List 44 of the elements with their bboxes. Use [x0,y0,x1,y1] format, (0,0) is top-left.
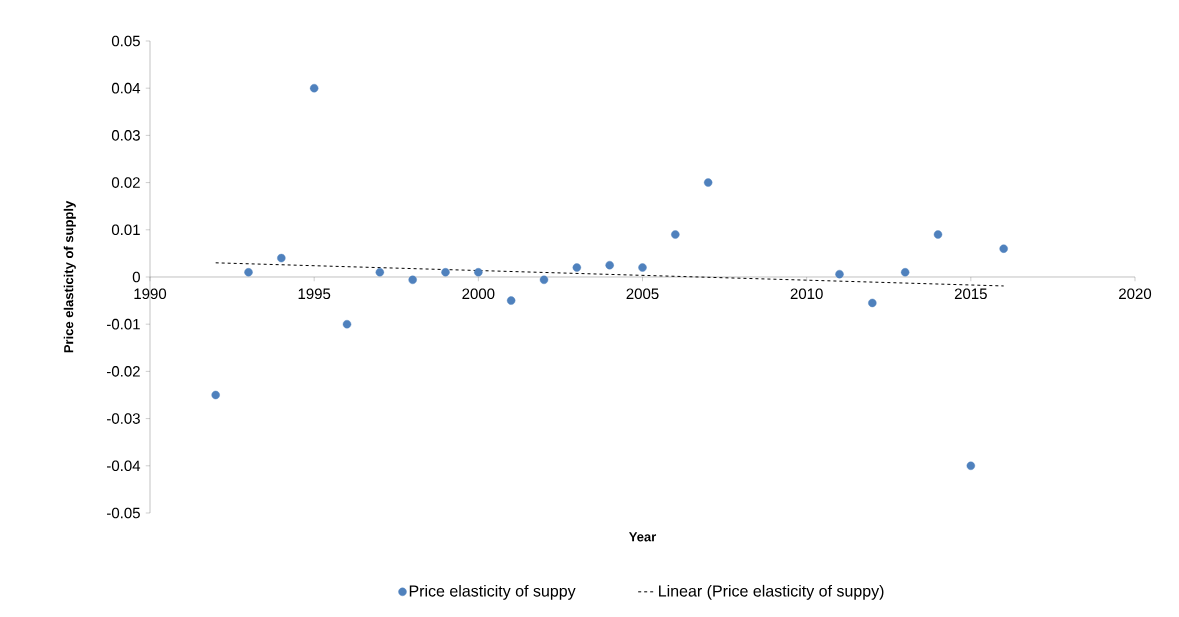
y-tick-label: 0.04 [111,82,141,94]
x-tick-label: 1995 [298,288,331,300]
x-axis-title: Year [628,532,657,542]
point [835,269,844,279]
point [868,298,877,308]
y-tick-label: 0.02 [111,177,140,188]
x-tick-label: 2000 [462,288,495,300]
x-tick-label: 2005 [626,288,659,300]
point [539,275,549,285]
point [441,268,450,277]
y-tick-label: 0.01 [111,224,140,236]
y-tick-label: -0.05 [107,507,140,519]
y-tick-label: -0.04 [107,460,141,472]
point [999,244,1008,253]
x-tick-label: 2020 [1119,288,1152,300]
y-tick-label: 0.05 [111,35,140,47]
legend-label: Linear (Price elasticity of suppy) [659,584,884,600]
x-tick-label: 1990 [134,288,167,300]
y-tick-label: -0.03 [107,413,140,424]
point [309,83,319,93]
point [933,230,943,239]
point [211,390,220,400]
point [572,263,582,272]
y-axis-title: Price elasticity of supply [63,200,76,353]
point [244,268,253,277]
point [703,178,713,187]
point [966,461,976,470]
point [671,230,680,239]
y-tick-label: -0.01 [107,318,140,330]
point [474,268,483,277]
point [900,268,910,277]
y-tick-label: -0.02 [107,366,140,377]
point [375,268,385,277]
point [408,275,417,285]
point [342,319,352,329]
x-tick-label: 2010 [790,288,823,300]
y-tick-label: 0 [132,271,140,283]
point [506,296,516,305]
point [277,253,286,263]
x-tick-label: 2015 [954,288,987,300]
legend-label: Price elasticity of suppy [409,584,576,600]
point [638,263,647,272]
y-tick-label: 0.03 [111,130,140,141]
point [605,260,614,270]
